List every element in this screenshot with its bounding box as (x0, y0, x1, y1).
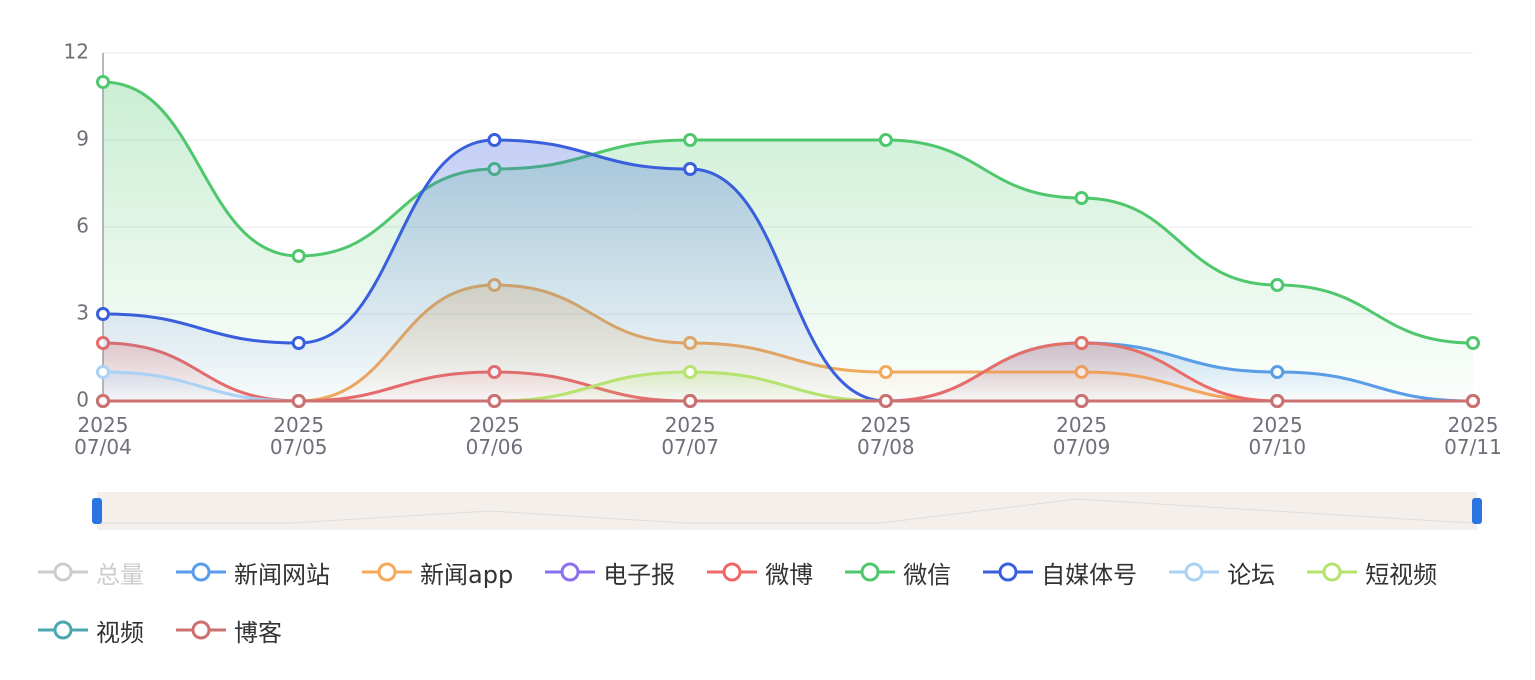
point (1270, 278, 1285, 292)
point (1074, 191, 1089, 205)
point (96, 394, 110, 408)
area (103, 140, 1473, 401)
point (683, 394, 698, 408)
legend-icon (1169, 562, 1220, 582)
legend-item[interactable]: 电子报 (545, 550, 675, 594)
legend-item[interactable]: 新闻网站 (176, 550, 330, 594)
point (487, 133, 502, 147)
point (291, 336, 306, 350)
legend-item[interactable]: 微信 (845, 550, 951, 594)
x-tick-label: 2025 07/07 (661, 413, 719, 459)
point (1270, 394, 1285, 408)
x-tick-label: 2025 07/04 (74, 413, 132, 459)
point (487, 394, 502, 408)
legend-dot (998, 562, 1018, 582)
legend-label: 微博 (765, 560, 814, 589)
y-tick-label: 3 (76, 301, 89, 325)
y-tick-label: 0 (76, 388, 89, 412)
x-tick-label: 2025 07/11 (1444, 413, 1502, 459)
legend-label: 微信 (903, 560, 952, 589)
legend-icon (38, 620, 88, 640)
legend-dot (722, 562, 742, 582)
legend-label: 短视频 (1365, 560, 1438, 589)
legend: 总量 新闻网站 新闻app 电子报 微博 微信 自媒体号 论坛 短视频视频 博客 (38, 550, 1528, 652)
legend-label: 博客 (234, 618, 282, 647)
zoom-handle[interactable] (92, 498, 102, 524)
legend-dot (1322, 562, 1342, 582)
legend-dot (560, 562, 580, 582)
point (683, 133, 698, 147)
legend-label: 电子报 (603, 560, 676, 589)
x-tick-label: 2025 07/10 (1248, 413, 1307, 459)
legend-icon (1307, 562, 1358, 582)
legend-dot (191, 562, 211, 582)
data-zoom (92, 492, 1482, 530)
point (1074, 394, 1089, 408)
legend-item[interactable]: 自媒体号 (983, 550, 1137, 594)
legend-label: 新闻app (420, 560, 514, 589)
legend-dot (377, 562, 397, 582)
legend-dot (191, 620, 211, 640)
legend-item[interactable]: 微博 (707, 550, 813, 594)
zoom-handle[interactable] (1472, 498, 1482, 524)
point (291, 394, 306, 408)
zoom-shadow (97, 498, 1474, 524)
point (1466, 336, 1480, 350)
legend-item[interactable]: 短视频 (1307, 550, 1437, 594)
point (96, 365, 110, 379)
point (878, 394, 893, 408)
legend-label: 新闻网站 (234, 560, 330, 589)
y-tick-label: 12 (64, 40, 89, 64)
x-tick-label: 2025 07/09 (1052, 413, 1111, 459)
legend-icon (176, 620, 226, 640)
legend-label: 自媒体号 (1041, 560, 1138, 589)
legend-label: 论坛 (1227, 560, 1276, 589)
legend-icon (176, 562, 226, 582)
legend-icon (845, 562, 896, 582)
x-tick-label: 2025 07/06 (465, 413, 524, 459)
legend-icon (38, 562, 88, 582)
point (96, 307, 110, 321)
legend-dot (1184, 562, 1204, 582)
legend-icon (983, 562, 1034, 582)
legend-icon (362, 562, 412, 582)
area (103, 372, 1473, 401)
legend-item[interactable]: 论坛 (1169, 550, 1275, 594)
y-tick-label: 9 (76, 127, 89, 151)
x-tick-label: 2025 07/05 (269, 413, 328, 459)
point (878, 133, 893, 147)
zoom-track (97, 492, 1477, 530)
legend-item[interactable]: 新闻app (362, 550, 513, 594)
point (683, 365, 698, 379)
legend-item[interactable]: 博客 (176, 608, 282, 652)
point (1466, 394, 1480, 408)
legend-dot (860, 562, 880, 582)
legend-label: 视频 (96, 618, 144, 647)
legend-label: 总量 (96, 560, 144, 589)
point (96, 75, 110, 89)
y-tick-label: 6 (76, 214, 89, 238)
point (683, 162, 698, 176)
x-tick-label: 2025 07/08 (857, 413, 915, 459)
legend-dot (53, 562, 73, 582)
legend-item[interactable]: 总量 (38, 550, 144, 594)
point (291, 249, 306, 263)
legend-item[interactable]: 视频 (38, 608, 144, 652)
legend-icon (707, 562, 758, 582)
legend-icon (545, 562, 596, 582)
legend-dot (53, 620, 73, 640)
